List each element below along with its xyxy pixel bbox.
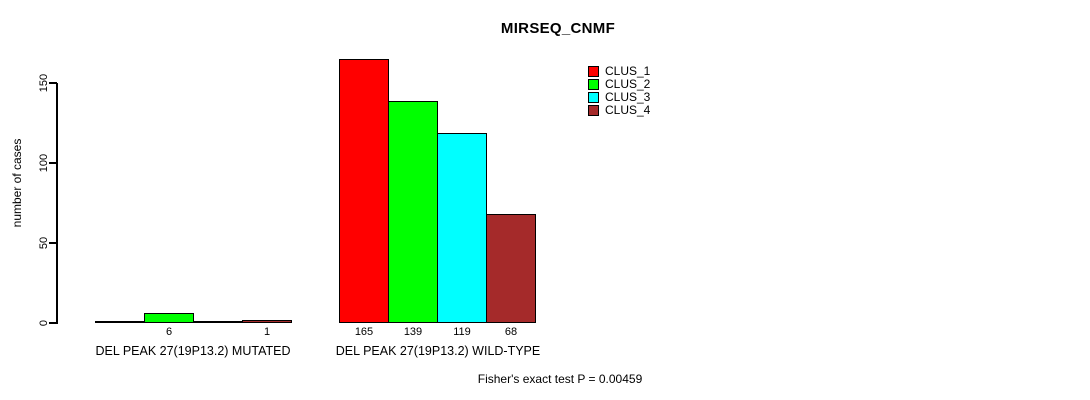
legend-swatch-icon [588,66,599,77]
fisher-test-annotation: Fisher's exact test P = 0.00459 [477,372,643,386]
legend-label: CLUS_2 [605,77,651,91]
y-axis-tick-label: 0 [38,319,50,327]
legend-label: CLUS_4 [605,103,651,117]
y-axis-tick-label: 150 [38,73,50,93]
bar-clus_3 [437,133,487,323]
bar-clus_1 [339,59,389,323]
legend-swatch-icon [588,92,599,103]
y-axis-tick-label: 50 [38,236,50,250]
bar-value-label: 139 [403,326,423,338]
legend-swatch-icon [588,105,599,116]
y-axis-tick [49,242,57,244]
legend-item-clus_3: CLUS_3 [588,91,650,104]
bar-clus_2 [388,101,438,323]
legend-swatch-icon [588,79,599,90]
bar-clus_1-zero [95,321,145,323]
legend-label: CLUS_3 [605,90,651,104]
bar-clus_4 [242,320,292,323]
bar-value-label: 1 [263,326,271,338]
y-axis-line [56,83,58,324]
y-axis-tick [49,82,57,84]
bar-value-label: 165 [354,326,374,338]
legend-item-clus_4: CLUS_4 [588,104,650,117]
bar-value-label: 6 [165,326,173,338]
y-axis-tick-label: 100 [38,153,50,173]
legend-item-clus_1: CLUS_1 [588,65,650,78]
legend-label: CLUS_1 [605,64,651,78]
bar-value-label: 68 [504,326,518,338]
x-category-label-mutated: DEL PEAK 27(19P13.2) MUTATED [95,344,291,358]
legend-item-clus_2: CLUS_2 [588,78,650,91]
bar-clus_4 [486,214,536,323]
x-category-label-wild-type: DEL PEAK 27(19P13.2) WILD-TYPE [335,344,541,358]
y-axis-tick [49,322,57,324]
legend: CLUS_1 CLUS_2 CLUS_3 CLUS_4 [588,65,650,117]
chart-title: MIRSEQ_CNMF [500,20,616,37]
y-axis-label: number of cases [10,138,24,228]
y-axis-tick [49,162,57,164]
bar-clus_2 [144,313,194,323]
bar-clus_3-zero [193,321,243,323]
bar-value-label: 119 [453,326,471,338]
